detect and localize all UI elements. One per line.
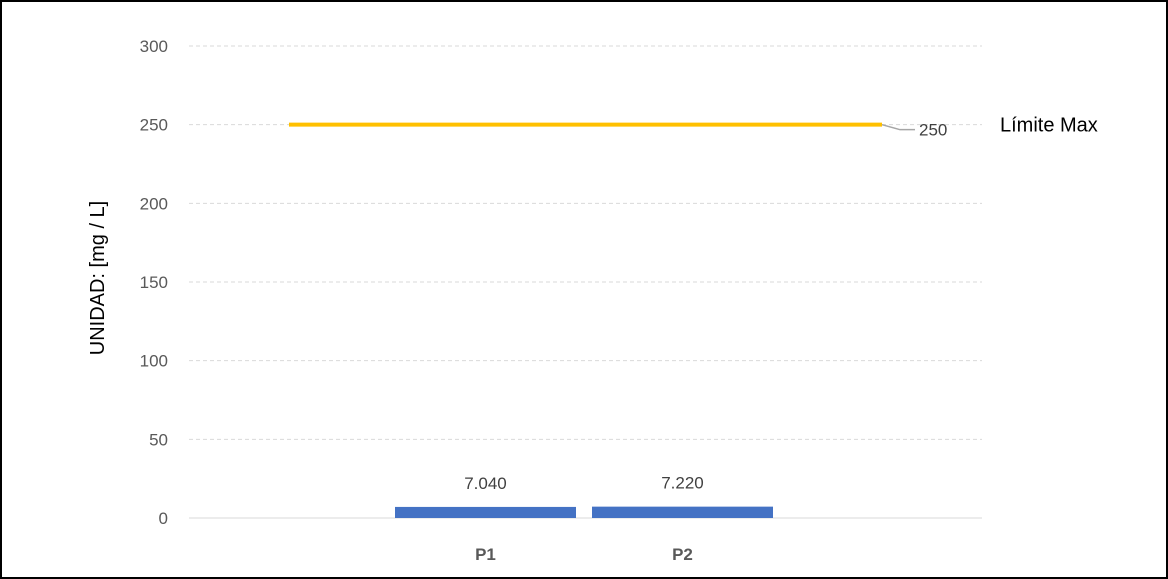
bar-p1 — [395, 506, 576, 518]
category-label-p1: P1 — [475, 545, 496, 564]
y-tick-label: 300 — [140, 37, 168, 56]
data-label-p1: 7.040 — [464, 474, 507, 493]
y-tick-label: 100 — [140, 352, 168, 371]
y-axis-title: UNIDAD: [mg / L] — [87, 201, 109, 355]
y-tick-label: 200 — [140, 194, 168, 213]
y-tick-label: 50 — [149, 430, 168, 449]
data-label-p2: 7.220 — [661, 474, 704, 493]
y-tick-label: 0 — [159, 509, 168, 528]
bars — [395, 506, 773, 518]
limit-value-label: 250 — [919, 121, 947, 140]
limit-legend-label: Límite Max — [1000, 115, 1098, 137]
y-tick-label: 150 — [140, 273, 168, 292]
category-label-p2: P2 — [672, 545, 693, 564]
y-axis-ticks: 0 50 100 150 200 250 300 — [140, 37, 168, 528]
bar-p2 — [592, 506, 773, 518]
category-labels: P1 P2 — [475, 545, 693, 564]
data-labels: 7.040 7.220 — [464, 474, 704, 493]
gridlines — [189, 45, 982, 440]
y-tick-label: 250 — [140, 116, 168, 135]
limit-leader-line — [881, 123, 915, 131]
